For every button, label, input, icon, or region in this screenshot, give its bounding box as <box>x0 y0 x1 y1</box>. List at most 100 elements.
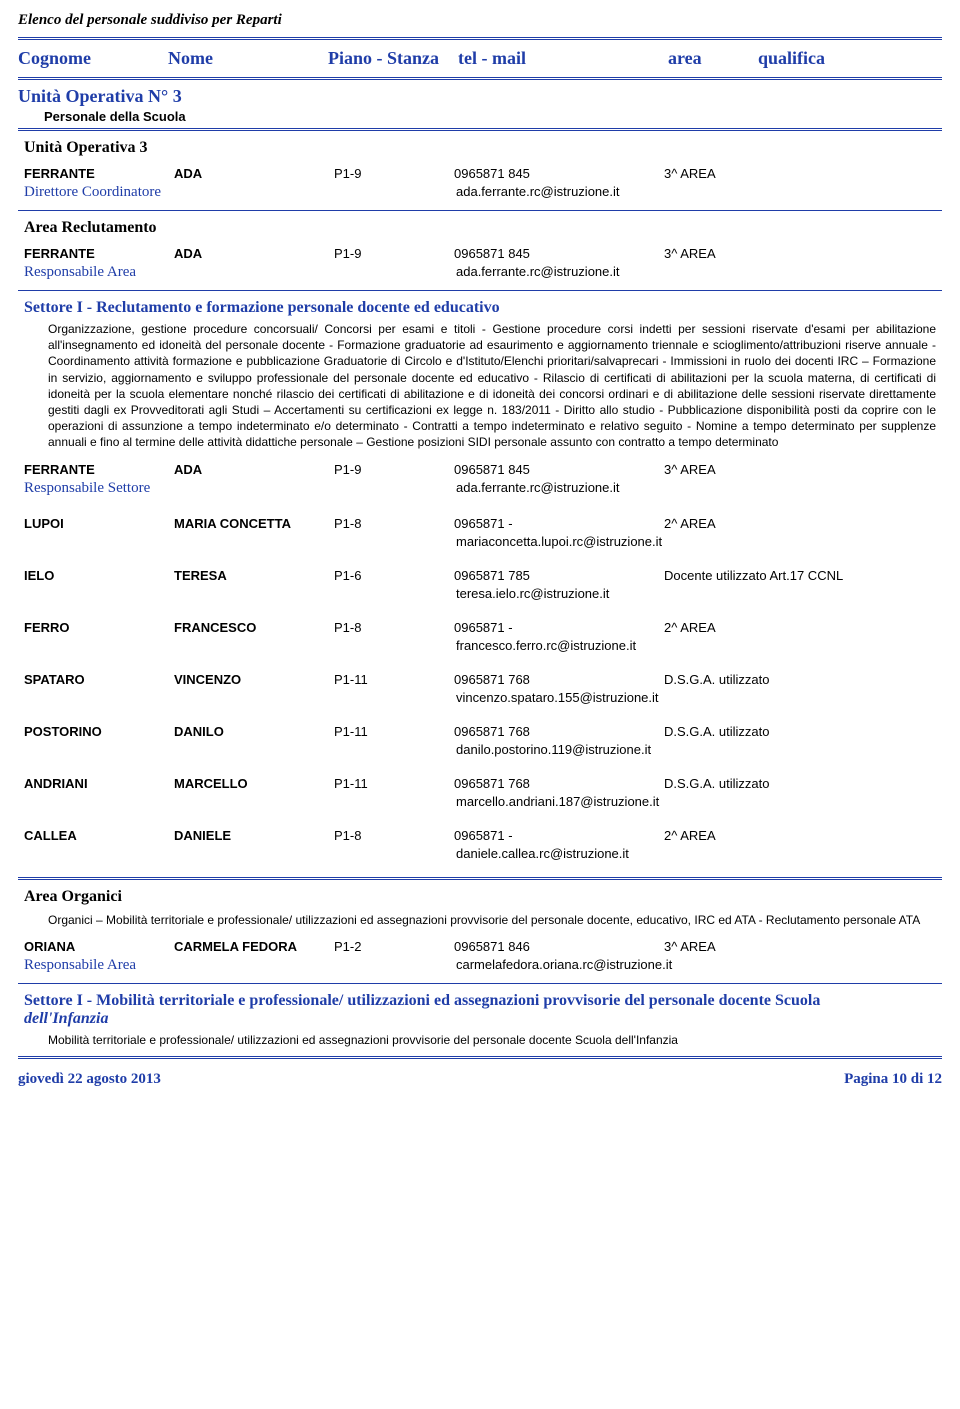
role: Direttore Coordinatore <box>24 184 456 201</box>
tel: 0965871 845 <box>454 166 664 181</box>
role-line: Responsabile Settore ada.ferrante.rc@ist… <box>18 478 942 503</box>
settore-description: Mobilità territoriale e professionale/ u… <box>48 1032 936 1048</box>
person-row: SPATAROVINCENZOP1-110965871 768D.S.G.A. … <box>18 669 942 688</box>
person-row: POSTORINODANILOP1-110965871 768D.S.G.A. … <box>18 721 942 740</box>
divider <box>18 1056 942 1059</box>
qualifica: 3^ AREA <box>664 939 942 954</box>
role-line: Responsabile Area ada.ferrante.rc@istruz… <box>18 262 942 287</box>
nome: ADA <box>174 462 334 477</box>
cognome: CALLEA <box>24 828 174 843</box>
area-title: Area Organici <box>24 888 942 906</box>
piano-stanza: P1-9 <box>334 166 454 181</box>
area-description: Organici – Mobilità territoriale e profe… <box>48 912 936 928</box>
settore-title-text: Settore I - Reclutamento e formazione pe… <box>24 299 500 316</box>
person-row: FERRANTE ADA P1-9 0965871 845 3^ AREA <box>18 243 942 262</box>
col-area: area <box>668 48 758 69</box>
divider <box>18 877 942 880</box>
cognome: LUPOI <box>24 516 174 531</box>
email: marcello.andriani.187@istruzione.it <box>18 792 942 815</box>
piano-stanza: P1-9 <box>334 462 454 477</box>
tel: 0965871 845 <box>454 462 664 477</box>
divider <box>18 983 942 984</box>
tel: 0965871 768 <box>454 776 664 791</box>
qualifica: 3^ AREA <box>664 166 942 181</box>
nome: DANIELE <box>174 828 334 843</box>
person-row: FERRANTE ADA P1-9 0965871 845 3^ AREA <box>18 163 942 182</box>
section-header: Unità Operativa 3 <box>24 139 942 157</box>
piano-stanza: P1-11 <box>334 724 454 739</box>
unit-title: Unità Operativa N° 3 <box>18 86 942 107</box>
piano-stanza: P1-11 <box>334 776 454 791</box>
cognome: IELO <box>24 568 174 583</box>
cognome: FERRO <box>24 620 174 635</box>
qualifica: 2^ AREA <box>664 620 942 635</box>
divider <box>18 37 942 40</box>
person-row: ANDRIANIMARCELLOP1-110965871 768D.S.G.A.… <box>18 773 942 792</box>
tel: 0965871 - <box>454 620 664 635</box>
role-line: Direttore Coordinatore ada.ferrante.rc@i… <box>18 182 942 207</box>
nome: ADA <box>174 246 334 261</box>
piano-stanza: P1-8 <box>334 620 454 635</box>
qualifica: 3^ AREA <box>664 246 942 261</box>
tel: 0965871 846 <box>454 939 664 954</box>
settore-title-part1: Settore I - Mobilità territoriale e prof… <box>24 992 820 1009</box>
col-piano: Piano - Stanza <box>328 48 458 69</box>
qualifica: 3^ AREA <box>664 462 942 477</box>
tel: 0965871 845 <box>454 246 664 261</box>
col-nome: Nome <box>168 48 328 69</box>
email: francesco.ferro.rc@istruzione.it <box>18 636 942 659</box>
email: ada.ferrante.rc@istruzione.it <box>456 184 620 201</box>
nome: VINCENZO <box>174 672 334 687</box>
cognome: SPATARO <box>24 672 174 687</box>
nome: MARIA CONCETTA <box>174 516 334 531</box>
person-row: FERROFRANCESCOP1-80965871 -2^ AREA <box>18 617 942 636</box>
nome: DANILO <box>174 724 334 739</box>
divider <box>18 290 942 291</box>
unit-subtitle: Personale della Scuola <box>44 109 942 124</box>
role: Responsabile Area <box>24 264 456 281</box>
qualifica: D.S.G.A. utilizzato <box>664 724 942 739</box>
cognome: FERRANTE <box>24 462 174 477</box>
tel: 0965871 768 <box>454 724 664 739</box>
email: mariaconcetta.lupoi.rc@istruzione.it <box>18 532 942 555</box>
footer-date: giovedì 22 agosto 2013 <box>18 1071 161 1088</box>
page-footer: giovedì 22 agosto 2013 Pagina 10 di 12 <box>18 1071 942 1088</box>
person-row: CALLEADANIELEP1-80965871 -2^ AREA <box>18 825 942 844</box>
nome: CARMELA FEDORA <box>174 939 334 954</box>
divider <box>18 210 942 211</box>
person-row: FERRANTE ADA P1-9 0965871 845 3^ AREA <box>18 459 942 478</box>
piano-stanza: P1-9 <box>334 246 454 261</box>
email: ada.ferrante.rc@istruzione.it <box>456 480 620 497</box>
qualifica: D.S.G.A. utilizzato <box>664 672 942 687</box>
email: vincenzo.spataro.155@istruzione.it <box>18 688 942 711</box>
settore-title: Settore I - Reclutamento e formazione pe… <box>24 299 942 317</box>
cognome: ORIANA <box>24 939 174 954</box>
role: Responsabile Settore <box>24 480 456 497</box>
settore-title: Settore I - Mobilità territoriale e prof… <box>24 992 942 1028</box>
piano-stanza: P1-8 <box>334 828 454 843</box>
divider <box>18 128 942 131</box>
person-row: LUPOIMARIA CONCETTAP1-80965871 -2^ AREA <box>18 513 942 532</box>
piano-stanza: P1-11 <box>334 672 454 687</box>
tel: 0965871 768 <box>454 672 664 687</box>
nome: TERESA <box>174 568 334 583</box>
email: teresa.ielo.rc@istruzione.it <box>18 584 942 607</box>
nome: MARCELLO <box>174 776 334 791</box>
cognome: ANDRIANI <box>24 776 174 791</box>
settore-description: Organizzazione, gestione procedure conco… <box>48 321 936 451</box>
report-title: Elenco del personale suddiviso per Repar… <box>18 12 942 29</box>
tel: 0965871 - <box>454 516 664 531</box>
divider <box>18 77 942 80</box>
tel: 0965871 785 <box>454 568 664 583</box>
nome: ADA <box>174 166 334 181</box>
col-qualifica: qualifica <box>758 48 942 69</box>
role: Responsabile Area <box>24 957 456 974</box>
person-row: ORIANA CARMELA FEDORA P1-2 0965871 846 3… <box>18 936 942 955</box>
email: daniele.callea.rc@istruzione.it <box>18 844 942 867</box>
qualifica: Docente utilizzato Art.17 CCNL <box>664 568 942 583</box>
qualifica: 2^ AREA <box>664 516 942 531</box>
role-line: Responsabile Area carmelafedora.oriana.r… <box>18 955 942 980</box>
col-cognome: Cognome <box>18 48 168 69</box>
area-title: Area Reclutamento <box>24 219 942 237</box>
tel: 0965871 - <box>454 828 664 843</box>
